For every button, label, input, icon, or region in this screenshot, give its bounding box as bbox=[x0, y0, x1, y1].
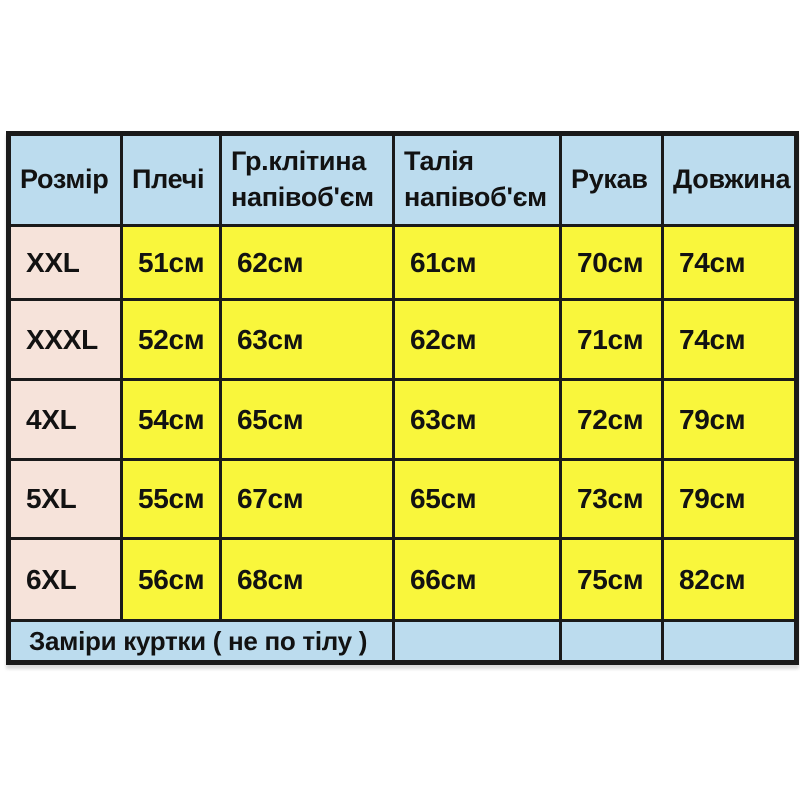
size-label: 4XL bbox=[7, 378, 123, 461]
value-cell: 73см bbox=[559, 458, 664, 540]
size-chart-table: Розмір Плечі Гр.клітина напівоб'єм Талія… bbox=[6, 131, 799, 665]
value-cell: 71см bbox=[559, 298, 664, 381]
header-cell-sleeve: Рукав bbox=[559, 132, 664, 227]
value-cell: 75см bbox=[559, 537, 664, 622]
header-cell-size: Розмір bbox=[7, 132, 123, 227]
table-row-5xl: 5XL 55см 67см 65см 73см 79см bbox=[7, 458, 798, 540]
footer-note: Заміри куртки ( не по тілу ) bbox=[7, 619, 395, 664]
value-cell: 65см bbox=[219, 378, 395, 461]
table-row-xxl: XXL 51см 62см 61см 70см 74см bbox=[7, 224, 798, 301]
value-cell: 79см bbox=[661, 458, 798, 540]
table-row-6xl: 6XL 56см 68см 66см 75см 82см bbox=[7, 537, 798, 622]
value-cell: 56см bbox=[120, 537, 222, 622]
value-cell: 63см bbox=[219, 298, 395, 381]
size-label: 5XL bbox=[7, 458, 123, 540]
value-cell: 52см bbox=[120, 298, 222, 381]
value-cell: 66см bbox=[392, 537, 562, 622]
header-cell-length: Довжина bbox=[661, 132, 798, 227]
size-label: XXXL bbox=[7, 298, 123, 381]
value-cell: 63см bbox=[392, 378, 562, 461]
value-cell: 62см bbox=[219, 224, 395, 301]
header-cell-shoulders: Плечі bbox=[120, 132, 222, 227]
size-label: 6XL bbox=[7, 537, 123, 622]
value-cell: 65см bbox=[392, 458, 562, 540]
table-row-4xl: 4XL 54см 65см 63см 72см 79см bbox=[7, 378, 798, 461]
header-row: Розмір Плечі Гр.клітина напівоб'єм Талія… bbox=[7, 132, 798, 227]
value-cell: 74см bbox=[661, 224, 798, 301]
value-cell: 51см bbox=[120, 224, 222, 301]
value-cell: 70см bbox=[559, 224, 664, 301]
footer-empty-cell bbox=[559, 619, 664, 664]
header-cell-chest: Гр.клітина напівоб'єм bbox=[219, 132, 395, 227]
value-cell: 62см bbox=[392, 298, 562, 381]
value-cell: 67см bbox=[219, 458, 395, 540]
footer-row: Заміри куртки ( не по тілу ) bbox=[7, 619, 798, 664]
footer-empty-cell bbox=[661, 619, 798, 664]
value-cell: 55см bbox=[120, 458, 222, 540]
header-cell-waist: Талія напівоб'єм bbox=[392, 132, 562, 227]
table-row-xxxl: XXXL 52см 63см 62см 71см 74см bbox=[7, 298, 798, 381]
value-cell: 74см bbox=[661, 298, 798, 381]
value-cell: 61см bbox=[392, 224, 562, 301]
value-cell: 72см bbox=[559, 378, 664, 461]
footer-empty-cell bbox=[392, 619, 562, 664]
value-cell: 79см bbox=[661, 378, 798, 461]
size-label: XXL bbox=[7, 224, 123, 301]
value-cell: 54см bbox=[120, 378, 222, 461]
value-cell: 68см bbox=[219, 537, 395, 622]
value-cell: 82см bbox=[661, 537, 798, 622]
